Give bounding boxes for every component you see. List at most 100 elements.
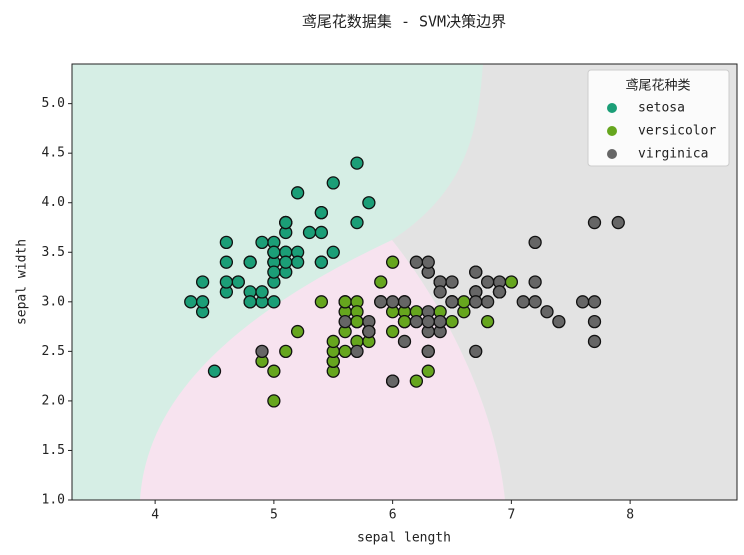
point bbox=[587, 215, 602, 230]
region-versicolor bbox=[140, 240, 505, 500]
point bbox=[267, 245, 281, 259]
point bbox=[528, 295, 542, 309]
point bbox=[219, 235, 234, 250]
point bbox=[326, 334, 340, 349]
legend-label: setosa bbox=[638, 101, 685, 116]
legend-label: virginica bbox=[638, 147, 708, 162]
x-tick-label: 5 bbox=[270, 508, 278, 523]
chart-title: 鸢尾花数据集 - SVM决策边界 bbox=[302, 13, 506, 31]
point bbox=[267, 295, 281, 309]
point bbox=[445, 275, 459, 289]
point bbox=[397, 314, 412, 329]
point bbox=[267, 394, 281, 408]
point bbox=[480, 295, 495, 309]
point bbox=[314, 295, 329, 309]
x-tick-label: 4 bbox=[151, 508, 159, 523]
point bbox=[516, 295, 530, 309]
point bbox=[267, 364, 281, 378]
point bbox=[504, 275, 519, 289]
point bbox=[421, 344, 435, 359]
point bbox=[469, 344, 483, 359]
x-axis-label: sepal length bbox=[357, 531, 451, 546]
point bbox=[385, 374, 400, 388]
point bbox=[457, 295, 471, 309]
point bbox=[445, 314, 459, 329]
point bbox=[302, 225, 317, 240]
y-tick-label: 1.0 bbox=[42, 493, 65, 508]
point bbox=[231, 275, 245, 289]
point bbox=[350, 344, 364, 359]
point bbox=[326, 176, 340, 190]
y-tick-label: 4.0 bbox=[42, 195, 65, 210]
point bbox=[385, 295, 400, 309]
x-tick-label: 8 bbox=[626, 508, 634, 523]
point bbox=[362, 196, 376, 210]
point bbox=[552, 314, 566, 329]
y-axis-label: sepal width bbox=[15, 239, 30, 325]
y-tick-label: 2.5 bbox=[42, 344, 65, 359]
point bbox=[279, 255, 293, 269]
point bbox=[575, 295, 590, 309]
x-tick-label: 6 bbox=[389, 508, 397, 523]
point bbox=[397, 295, 412, 309]
point bbox=[374, 275, 388, 289]
point bbox=[338, 295, 352, 309]
point bbox=[469, 295, 483, 309]
x-tick-label: 7 bbox=[507, 508, 515, 523]
point bbox=[219, 275, 234, 289]
point bbox=[290, 255, 305, 269]
point bbox=[290, 186, 305, 200]
point bbox=[480, 314, 495, 329]
y-tick-label: 4.5 bbox=[42, 146, 65, 161]
plot-frame bbox=[71, 63, 738, 501]
point bbox=[421, 364, 435, 378]
point bbox=[255, 344, 269, 359]
point bbox=[611, 215, 625, 230]
point bbox=[338, 344, 352, 359]
legend-title: 鸢尾花种类 bbox=[625, 78, 690, 94]
point bbox=[409, 374, 424, 388]
point bbox=[195, 295, 210, 309]
point bbox=[314, 255, 329, 269]
point bbox=[540, 305, 554, 319]
y-tick-label: 2.0 bbox=[42, 393, 65, 408]
point bbox=[350, 215, 364, 230]
point bbox=[480, 275, 495, 289]
point bbox=[397, 334, 412, 349]
point bbox=[290, 324, 305, 339]
point bbox=[528, 275, 542, 289]
point bbox=[492, 285, 507, 299]
point bbox=[279, 344, 293, 359]
y-tick-label: 3.5 bbox=[42, 245, 65, 260]
point bbox=[421, 255, 435, 269]
point bbox=[243, 295, 257, 309]
point bbox=[267, 265, 281, 279]
legend-marker bbox=[607, 103, 617, 113]
legend-marker bbox=[607, 126, 617, 136]
point bbox=[587, 334, 602, 349]
point bbox=[207, 364, 222, 378]
legend-label: versicolor bbox=[638, 124, 716, 139]
point bbox=[385, 255, 400, 269]
point bbox=[350, 156, 364, 170]
point bbox=[374, 295, 388, 309]
y-tick-label: 5.0 bbox=[42, 96, 65, 111]
legend-box bbox=[587, 69, 730, 167]
point bbox=[409, 314, 424, 329]
point bbox=[350, 314, 364, 329]
point bbox=[421, 314, 435, 329]
point bbox=[433, 285, 447, 299]
point bbox=[279, 215, 293, 230]
point bbox=[314, 225, 329, 240]
point bbox=[445, 295, 459, 309]
point bbox=[314, 205, 329, 220]
point bbox=[255, 235, 269, 250]
point bbox=[587, 295, 602, 309]
point bbox=[243, 255, 257, 269]
point bbox=[255, 285, 269, 299]
point bbox=[184, 295, 198, 309]
region-virginica bbox=[392, 64, 737, 500]
point bbox=[385, 324, 400, 339]
point bbox=[528, 235, 542, 250]
